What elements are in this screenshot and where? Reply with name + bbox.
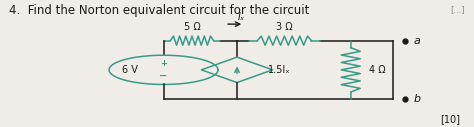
Text: 4 Ω: 4 Ω xyxy=(369,65,385,75)
Text: −: − xyxy=(159,70,168,80)
Text: 5 Ω: 5 Ω xyxy=(183,22,201,32)
Text: b: b xyxy=(414,94,421,104)
Text: a: a xyxy=(414,36,421,46)
Text: 6 V: 6 V xyxy=(122,65,138,75)
Text: +: + xyxy=(160,59,167,68)
Text: 1.5Iₓ: 1.5Iₓ xyxy=(268,65,291,75)
Text: 4.  Find the Norton equivalent circuit for the circuit: 4. Find the Norton equivalent circuit fo… xyxy=(9,4,310,17)
Text: Iₓ: Iₓ xyxy=(238,12,246,21)
Text: 3 Ω: 3 Ω xyxy=(276,22,293,32)
Text: [10]: [10] xyxy=(440,114,460,124)
Text: [...]: [...] xyxy=(450,5,465,14)
